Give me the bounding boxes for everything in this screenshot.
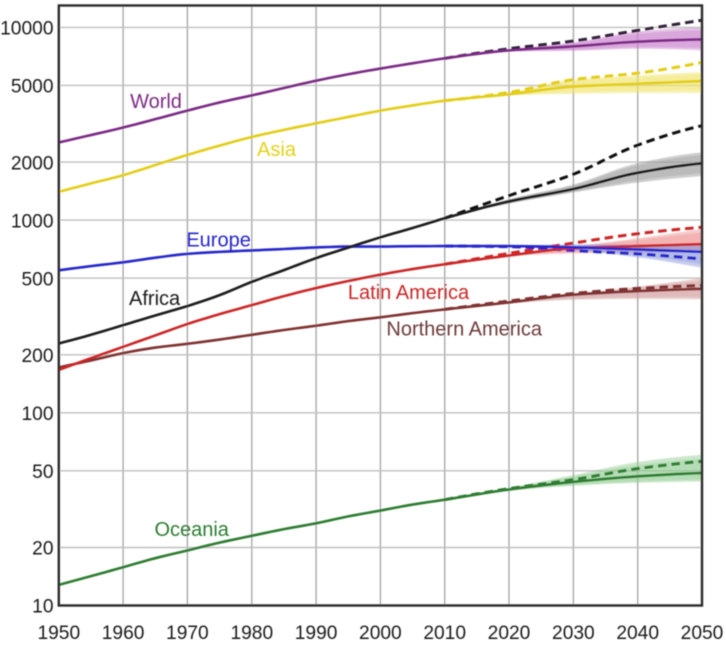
svg-text:1960: 1960 [102,623,145,644]
svg-text:100: 100 [21,404,53,425]
svg-text:Asia: Asia [257,139,297,161]
svg-text:1970: 1970 [166,623,209,644]
svg-text:1980: 1980 [230,623,273,644]
svg-text:2000: 2000 [359,623,402,644]
svg-text:Africa: Africa [129,288,181,310]
svg-text:2050: 2050 [681,623,724,644]
svg-text:200: 200 [21,346,53,367]
svg-text:Latin America: Latin America [348,282,470,304]
svg-text:Northern America: Northern America [386,318,542,340]
svg-text:Europe: Europe [186,230,251,252]
svg-text:50: 50 [32,462,53,483]
svg-text:10: 10 [32,597,53,618]
svg-text:20: 20 [32,539,53,560]
svg-text:2000: 2000 [11,153,54,174]
svg-text:1000: 1000 [11,211,54,232]
svg-text:1950: 1950 [37,623,80,644]
svg-text:5000: 5000 [11,77,54,98]
svg-text:500: 500 [21,269,53,290]
svg-text:World: World [130,91,182,113]
svg-text:Oceania: Oceania [154,519,229,541]
svg-text:2010: 2010 [423,623,466,644]
svg-text:10000: 10000 [0,19,53,40]
svg-text:2030: 2030 [552,623,595,644]
svg-text:2040: 2040 [616,623,659,644]
svg-text:2020: 2020 [488,623,531,644]
svg-text:1990: 1990 [295,623,338,644]
